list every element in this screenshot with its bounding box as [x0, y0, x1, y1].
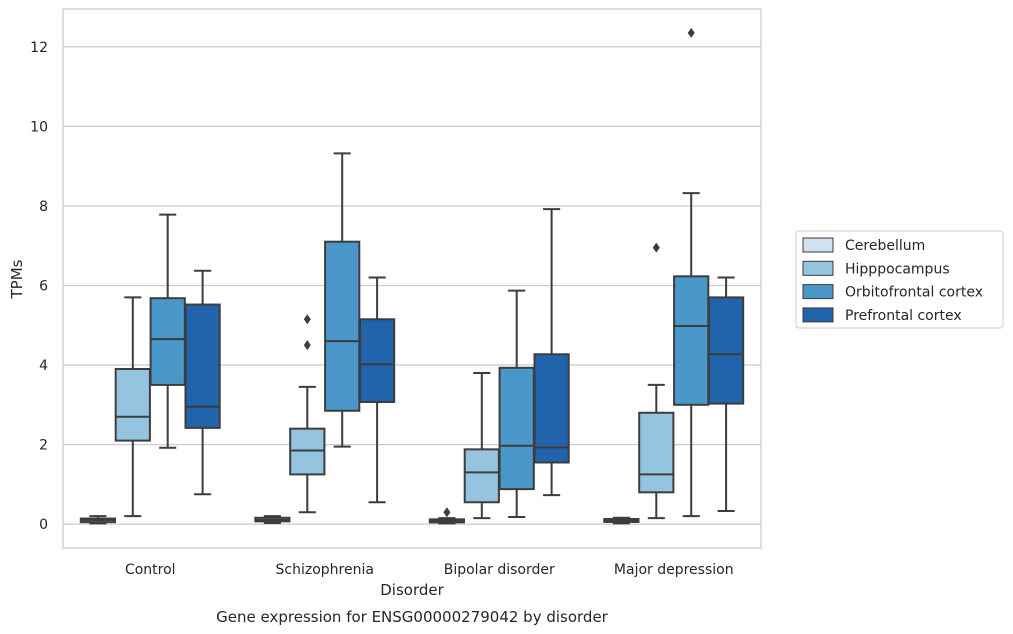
- box-body: [114, 367, 151, 442]
- box-orbitofrontal-cortex: [324, 152, 361, 448]
- box-hipppocampus: [463, 371, 500, 520]
- box-prefrontal-cortex: [358, 276, 396, 504]
- x-tick-label: Bipolar disorder: [444, 562, 555, 578]
- outlier-point: [687, 27, 695, 38]
- box-cerebellum: [603, 516, 640, 525]
- box-body: [149, 297, 186, 386]
- outlier-point: [443, 507, 451, 518]
- box-prefrontal-cortex: [184, 269, 221, 496]
- legend-label: Hipppocampus: [845, 261, 950, 277]
- box-cerebellum: [428, 507, 466, 525]
- chart-title: Gene expression for ENSG00000279042 by d…: [216, 608, 609, 626]
- y-tick-label: 8: [39, 199, 48, 215]
- box-body: [324, 240, 361, 412]
- x-tick-label: Major depression: [614, 562, 734, 578]
- box-cerebellum: [254, 515, 291, 524]
- box-prefrontal-cortex: [533, 208, 570, 497]
- x-tick-labels: Control Schizophrenia Bipolar disorder Majo…: [125, 562, 734, 578]
- y-tick-label: 0: [39, 517, 48, 533]
- box-orbitofrontal-cortex: [498, 289, 535, 518]
- boxes: [79, 27, 745, 525]
- legend-swatch: [802, 284, 834, 300]
- y-tick-label: 6: [39, 278, 48, 294]
- x-tick-label: Schizophrenia: [276, 562, 374, 578]
- legend-swatch: [802, 237, 834, 253]
- plot-area-frame: [62, 8, 762, 549]
- outlier-point: [303, 340, 311, 351]
- y-tick-label: 2: [39, 438, 48, 454]
- box-prefrontal-cortex: [707, 276, 745, 513]
- x-axis-label: Disorder: [380, 581, 444, 599]
- legend-label: Orbitofrontal cortex: [845, 285, 983, 301]
- box-orbitofrontal-cortex: [673, 27, 710, 518]
- box-body: [358, 318, 396, 404]
- legend-label: Cerebellum: [845, 238, 925, 254]
- box-body: [463, 448, 500, 504]
- box-body: [673, 275, 710, 406]
- box-hipppocampus: [114, 296, 151, 518]
- y-tick-labels: 0 2 4 6 8 10 12: [30, 40, 48, 533]
- y-tick-label: 12: [30, 40, 48, 56]
- legend-swatch: [802, 260, 834, 276]
- box-body: [638, 411, 675, 494]
- legend-label: Prefrontal cortex: [845, 308, 962, 324]
- box-hipppocampus: [289, 314, 326, 514]
- legend: Cerebellum Hipppocampus Orbitofrontal cort…: [795, 230, 1004, 329]
- box-body: [498, 366, 535, 491]
- y-tick-label: 4: [39, 358, 48, 374]
- legend-swatch: [802, 307, 834, 323]
- y-axis-label: TPMs: [8, 259, 26, 299]
- box-body: [184, 303, 221, 429]
- outlier-point: [652, 242, 660, 253]
- box-hipppocampus: [638, 242, 675, 520]
- box-body: [707, 296, 745, 405]
- legend-frame: [795, 230, 1004, 329]
- outlier-point: [303, 314, 311, 325]
- box-body: [533, 353, 570, 464]
- box-orbitofrontal-cortex: [149, 213, 186, 449]
- x-tick-label: Control: [125, 562, 176, 578]
- y-tick-label: 10: [30, 119, 48, 135]
- box-cerebellum: [79, 515, 117, 525]
